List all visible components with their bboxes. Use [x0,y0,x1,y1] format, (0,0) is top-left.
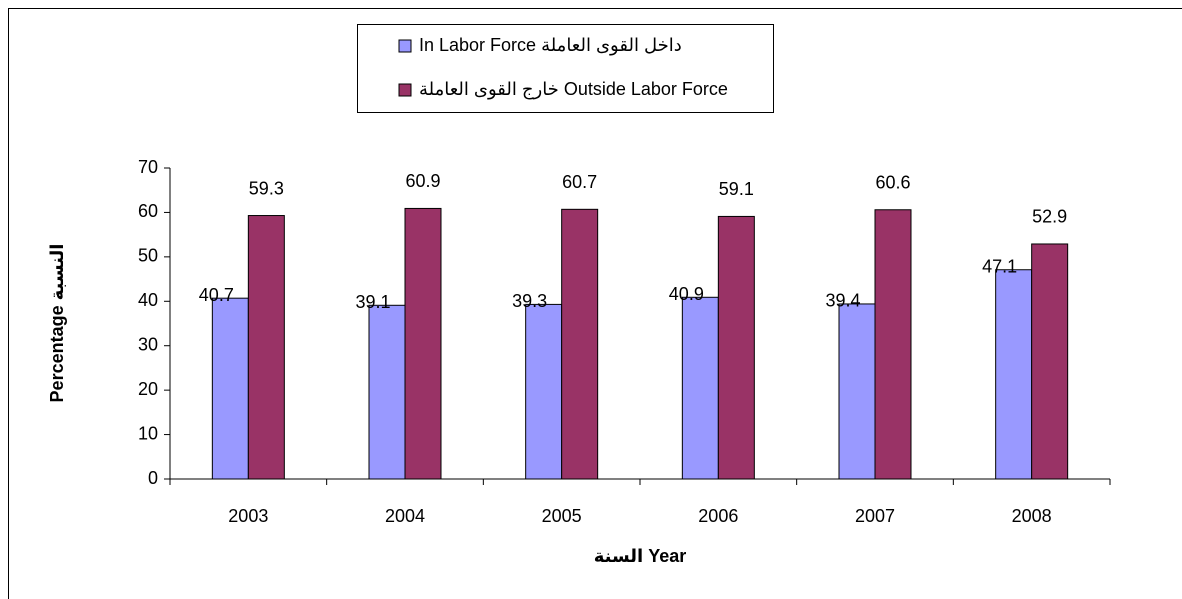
y-tick-label: 10 [138,423,158,443]
bar [247,215,285,480]
value-label: 59.3 [249,178,284,198]
x-tick-label: 2006 [698,506,738,526]
bar [681,296,719,480]
value-label: 60.7 [562,172,597,192]
x-tick-label: 2004 [385,506,425,526]
y-tick-label: 30 [138,334,158,354]
value-label: 52.9 [1032,207,1067,227]
value-label: 60.9 [405,171,440,191]
y-tick-label: 40 [138,290,158,310]
bar [368,304,406,480]
legend-swatch [398,39,412,53]
bar [561,208,599,480]
bar [1031,243,1069,480]
value-label: 40.7 [199,285,234,305]
bar [211,297,249,480]
x-tick-label: 2003 [228,506,268,526]
value-label: 59.1 [719,179,754,199]
legend-label: In Labor Force داخل القوى العاملة [419,35,682,56]
bar [525,303,563,480]
legend-label: خارج القوى العاملة Outside Labor Force [419,79,728,100]
y-tick-label: 60 [138,201,158,221]
y-tick-label: 0 [148,468,158,488]
value-label: 39.4 [825,291,860,311]
y-tick-label: 20 [138,379,158,399]
legend-box [357,24,774,113]
bar [717,215,755,480]
x-tick-label: 2005 [542,506,582,526]
bar [995,269,1033,480]
value-label: 60.6 [875,173,910,193]
legend-swatch [398,83,412,97]
value-label: 47.1 [982,256,1017,276]
bar [874,209,912,480]
y-axis-label: Percentage النسبة [47,244,67,403]
bar [838,303,876,480]
value-label: 40.9 [669,284,704,304]
x-tick-label: 2008 [1012,506,1052,526]
y-tick-label: 50 [138,246,158,266]
y-tick-label: 70 [138,157,158,177]
bar [404,207,442,480]
x-tick-label: 2007 [855,506,895,526]
value-label: 39.1 [355,292,390,312]
value-label: 39.3 [512,291,547,311]
x-axis-label: السنة Year [594,546,687,566]
